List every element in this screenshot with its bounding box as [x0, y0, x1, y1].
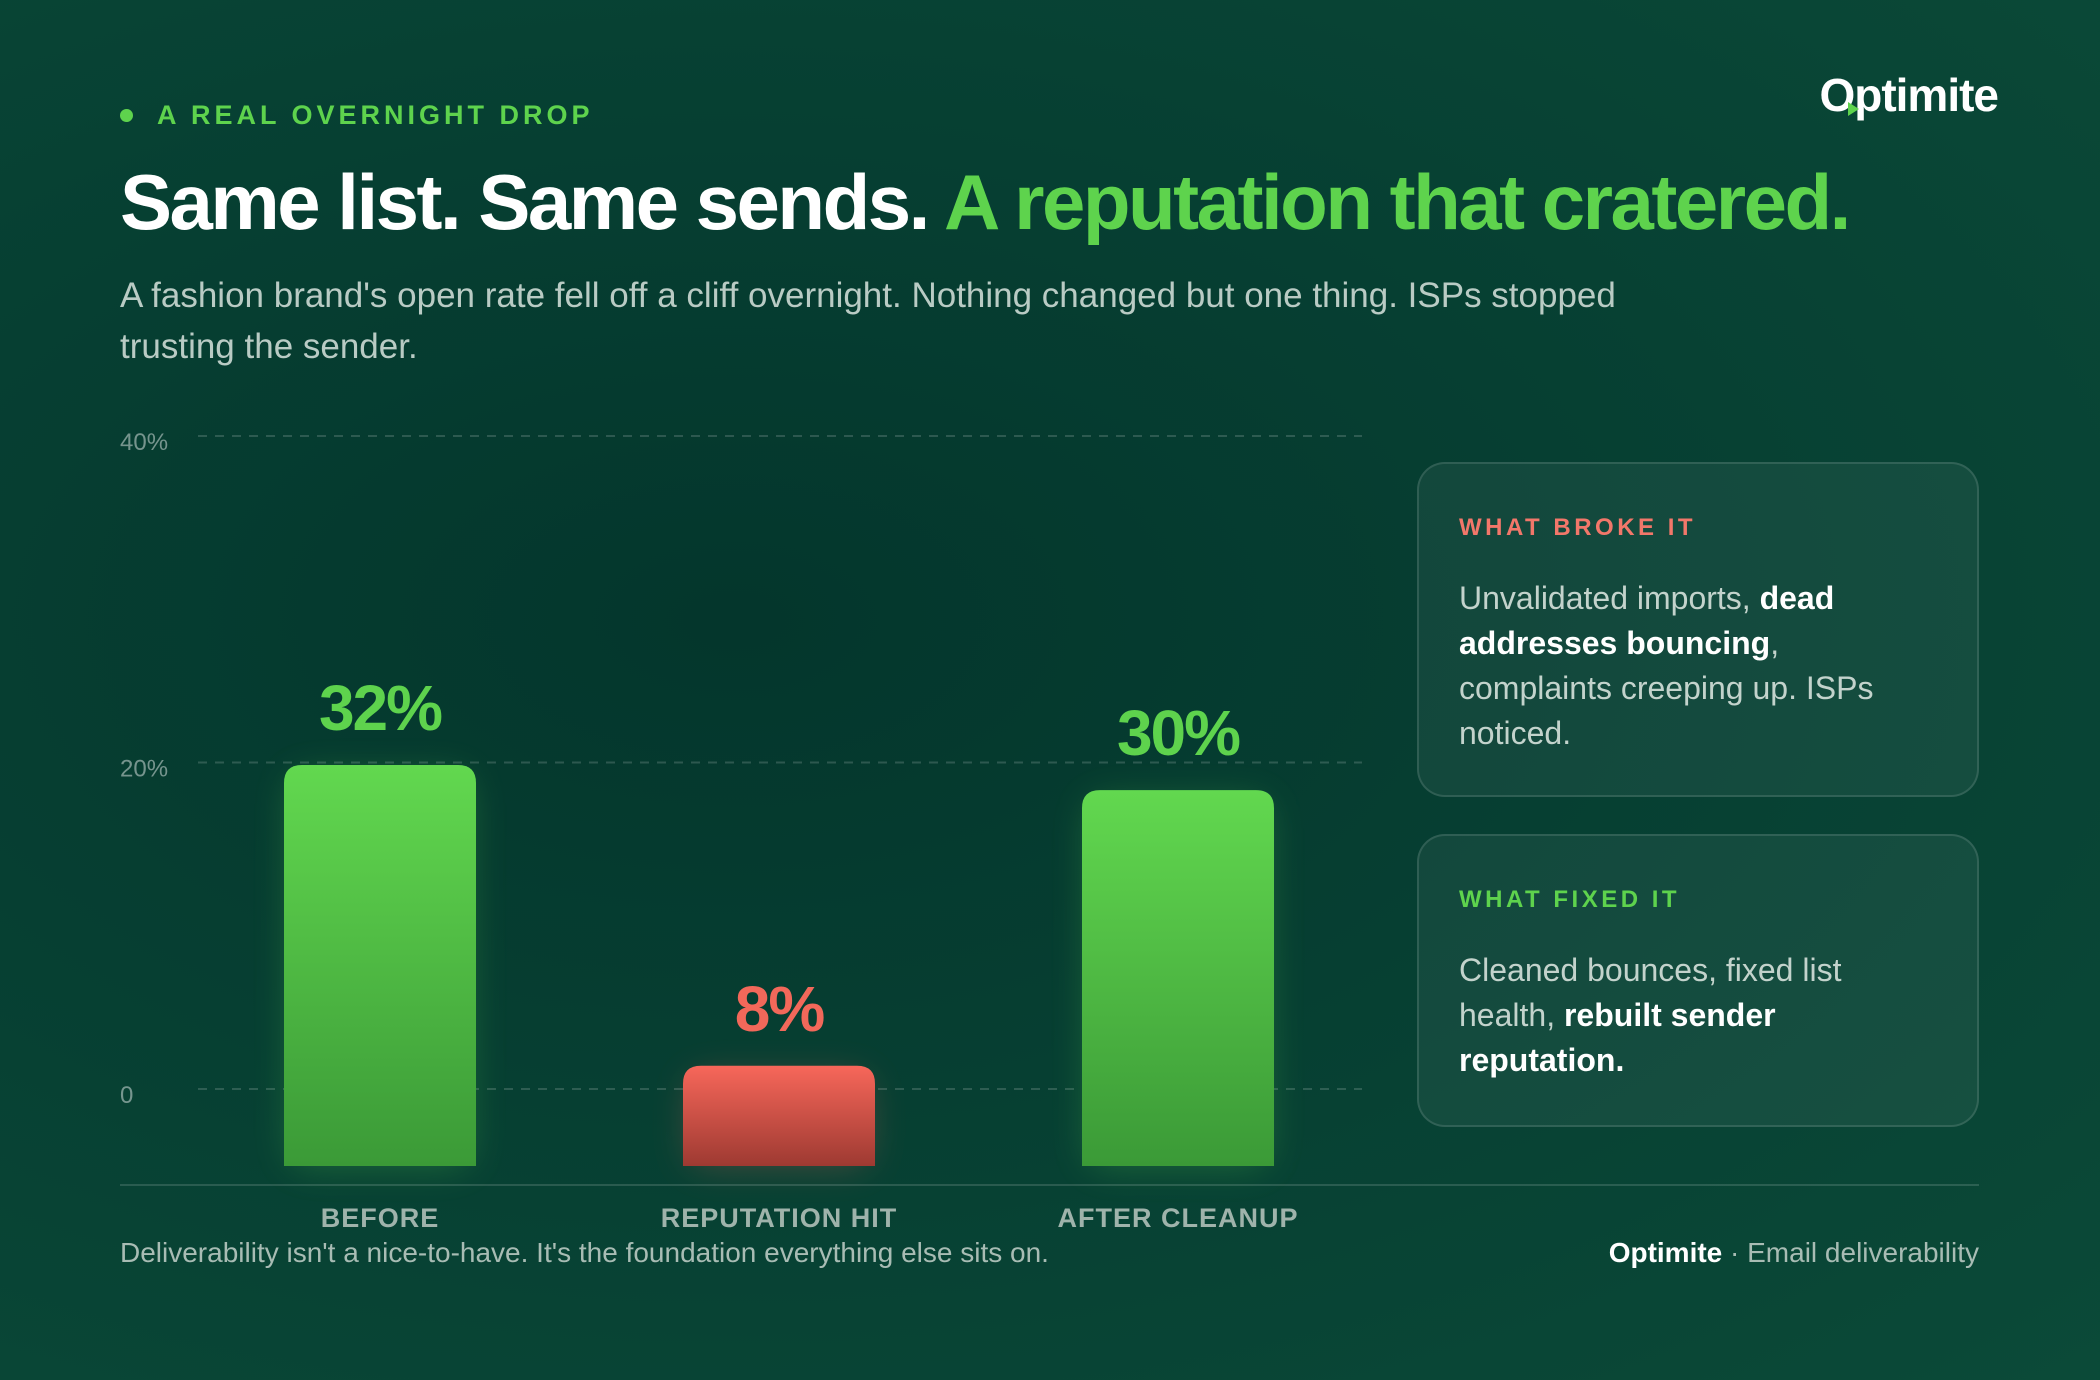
bar-value-label: 32%: [319, 672, 442, 744]
page-title: Same list. Same sends. A reputation that…: [120, 152, 1851, 252]
bar-value-label: 30%: [1117, 697, 1240, 769]
bar-value-label: 8%: [735, 973, 825, 1045]
y-tick-label: 0: [120, 1082, 133, 1109]
what-broke-it-title: WHAT BROKE IT: [1459, 514, 1697, 541]
what-fixed-it-emphasis: rebuilt sender reputation.: [1459, 997, 1776, 1078]
logo-text: ptimite: [1854, 69, 1999, 121]
eyebrow-dot-icon: [120, 108, 133, 122]
what-broke-it-emphasis: dead addresses bouncing: [1459, 580, 1835, 661]
footer-divider: [120, 1184, 1979, 1186]
bar: [683, 1065, 875, 1166]
what-broke-it-body: Unvalidated imports, dead addresses boun…: [1459, 580, 1874, 751]
footer-credit: Optimite · Email deliverability: [1609, 1237, 1979, 1269]
headline-part-green: A reputation that cratered.: [944, 158, 1851, 246]
what-fixed-it-title: WHAT FIXED IT: [1459, 886, 1681, 913]
category-label: BEFORE: [321, 1203, 440, 1233]
category-label: REPUTATION HIT: [661, 1203, 898, 1233]
what-fixed-it-card: WHAT FIXED IT Cleaned bounces, fixed lis…: [1417, 834, 1979, 1127]
y-tick-label: 40%: [120, 429, 168, 456]
logo-arrow-o-icon: O: [1819, 68, 1860, 122]
footer-tagline: Deliverability isn't a nice-to-have. It'…: [120, 1237, 1049, 1268]
bar: [1082, 790, 1274, 1166]
eyebrow: A REAL OVERNIGHT DROP: [120, 98, 594, 132]
category-label: AFTER CLEANUP: [1058, 1203, 1299, 1233]
footer-descriptor: · Email deliverability: [1722, 1237, 1979, 1268]
bar: [284, 765, 476, 1166]
subtitle: A fashion brand's open rate fell off a c…: [120, 276, 1616, 366]
what-broke-it-card: WHAT BROKE IT Unvalidated imports, dead …: [1417, 462, 1979, 797]
footer-brand: Optimite: [1608, 1237, 1723, 1268]
what-fixed-it-body: Cleaned bounces, fixed list health, rebu…: [1459, 952, 1842, 1078]
y-tick-label: 20%: [120, 756, 168, 783]
eyebrow-label: A REAL OVERNIGHT DROP: [157, 99, 594, 130]
headline-part-white: Same list. Same sends.: [120, 158, 945, 246]
